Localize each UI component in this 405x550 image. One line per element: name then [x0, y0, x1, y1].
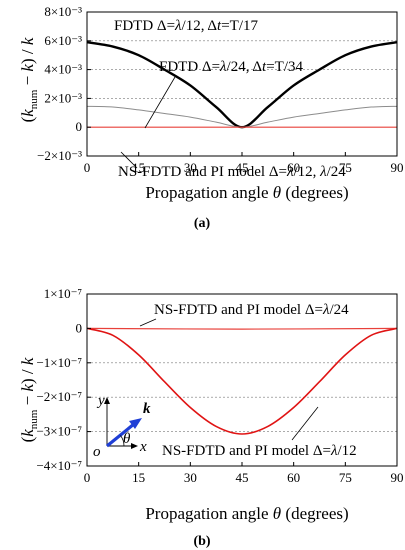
x-tick-label: 90: [391, 470, 404, 485]
panel-a-series: [86, 41, 398, 129]
x-tick-label: 15: [132, 160, 145, 175]
panel-b-frame: [86, 293, 398, 467]
x-tick-label: 0: [84, 470, 91, 485]
y-tick-label: −4×10⁻⁷: [36, 458, 82, 473]
x-tick-label: 45: [236, 160, 249, 175]
x-tick-label: 90: [391, 160, 404, 175]
panel-a: 0 15 30 45 60 75 90 −2×10⁻³02×10⁻³4×10⁻³6×10⁻³…: [18, 4, 404, 231]
y-tick-label: 4×10⁻³: [44, 62, 82, 77]
panel-a-y-axis-label: (knum − k) / k: [18, 37, 40, 122]
panel-b-pointer-ns-24: [139, 318, 157, 327]
panel-a-pointer-fdtd-24: [144, 76, 176, 129]
y-tick-label: 2×10⁻³: [44, 90, 82, 105]
y-tick-label: −3×10⁻⁷: [36, 424, 82, 439]
series-line-2: [86, 327, 398, 435]
panel-a-y-ticks: −2×10⁻³ 0 2×10⁻³ 4×10⁻³ 6×10⁻³ 8×10⁻³: [37, 4, 91, 163]
x-tick-label: 45: [236, 470, 249, 485]
inset-origin-label: o: [93, 444, 101, 460]
panel-a-pointer-ns-fdtd: [120, 151, 138, 169]
inset-k-arrowhead: [129, 418, 142, 429]
inset-vector-label: k: [143, 401, 151, 417]
panel-b-pointer-ns-12: [291, 406, 319, 441]
inset-x-arrowhead: [131, 443, 138, 449]
panel-a-label-fdtd-24: FDTD Δ=λ/24, Δt=T/34: [159, 59, 303, 75]
series-line-1: [86, 41, 398, 129]
x-tick-label: 60: [287, 470, 300, 485]
x-tick-label: 75: [339, 160, 352, 175]
x-tick-label: 30: [184, 160, 197, 175]
y-tick-label: 0: [76, 320, 83, 335]
panel-b-series: [86, 327, 398, 435]
y-tick-label: 8×10⁻³: [44, 4, 82, 19]
panel-b-y-ticks: −4×10⁻⁷ −3×10⁻⁷ −2×10⁻⁷ −1×10⁻⁷ 0 1×10⁻⁷: [36, 286, 91, 473]
panel-b-label-ns-12: NS-FDTD and PI model Δ=λ/12: [162, 443, 357, 459]
panel-a-label-fdtd-12: FDTD Δ=λ/12, Δt=T/17: [114, 18, 258, 34]
series-line-2: [86, 105, 398, 128]
panel-a-x-axis-label: Propagation angle θ (degrees): [145, 183, 348, 202]
y-tick-label: 6×10⁻³: [44, 33, 82, 48]
series-line-1: [86, 327, 398, 330]
panel-a-x-ticks: 0 15 30 45 60 75 90: [84, 152, 404, 175]
inset-y-arrowhead: [104, 397, 110, 404]
x-tick-label: 15: [132, 470, 145, 485]
inset-y-label: y: [96, 393, 105, 409]
panel-b-label-ns-24: NS-FDTD and PI model Δ=λ/24: [154, 302, 349, 318]
panel-b: 0 15 30 45 60 75 90 −4×10⁻⁷ −3×10⁻⁷ −2×10⁻⁷ −1×10…: [18, 286, 404, 549]
panel-b-caption: (b): [193, 534, 210, 549]
y-tick-label: 0: [76, 119, 83, 134]
coordinate-inset: y x o θ k: [93, 393, 151, 460]
x-tick-label: 75: [339, 470, 352, 485]
inset-k-vector: [105, 422, 136, 448]
inset-angle-arc: [120, 435, 125, 447]
x-tick-label: 30: [184, 470, 197, 485]
x-tick-label: 0: [84, 160, 91, 175]
y-tick-label: −2×10⁻³: [37, 148, 82, 163]
x-tick-label: 60: [287, 160, 300, 175]
panel-a-caption: (a): [194, 216, 211, 231]
panel-a-label-ns-fdtd: NS-FDTD and PI model Δ=λ/12, λ/24: [118, 164, 346, 180]
inset-x-label: x: [139, 439, 147, 455]
inset-angle-label: θ: [123, 431, 131, 447]
panel-b-x-axis-label: Propagation angle θ (degrees): [145, 504, 348, 523]
y-tick-label: −2×10⁻⁷: [36, 389, 82, 404]
y-tick-label: 1×10⁻⁷: [44, 286, 82, 301]
panel-b-x-ticks: 0 15 30 45 60 75 90: [84, 462, 404, 485]
y-tick-label: −1×10⁻⁷: [36, 355, 82, 370]
panel-b-y-axis-label: (knum − k) / k: [18, 357, 40, 442]
